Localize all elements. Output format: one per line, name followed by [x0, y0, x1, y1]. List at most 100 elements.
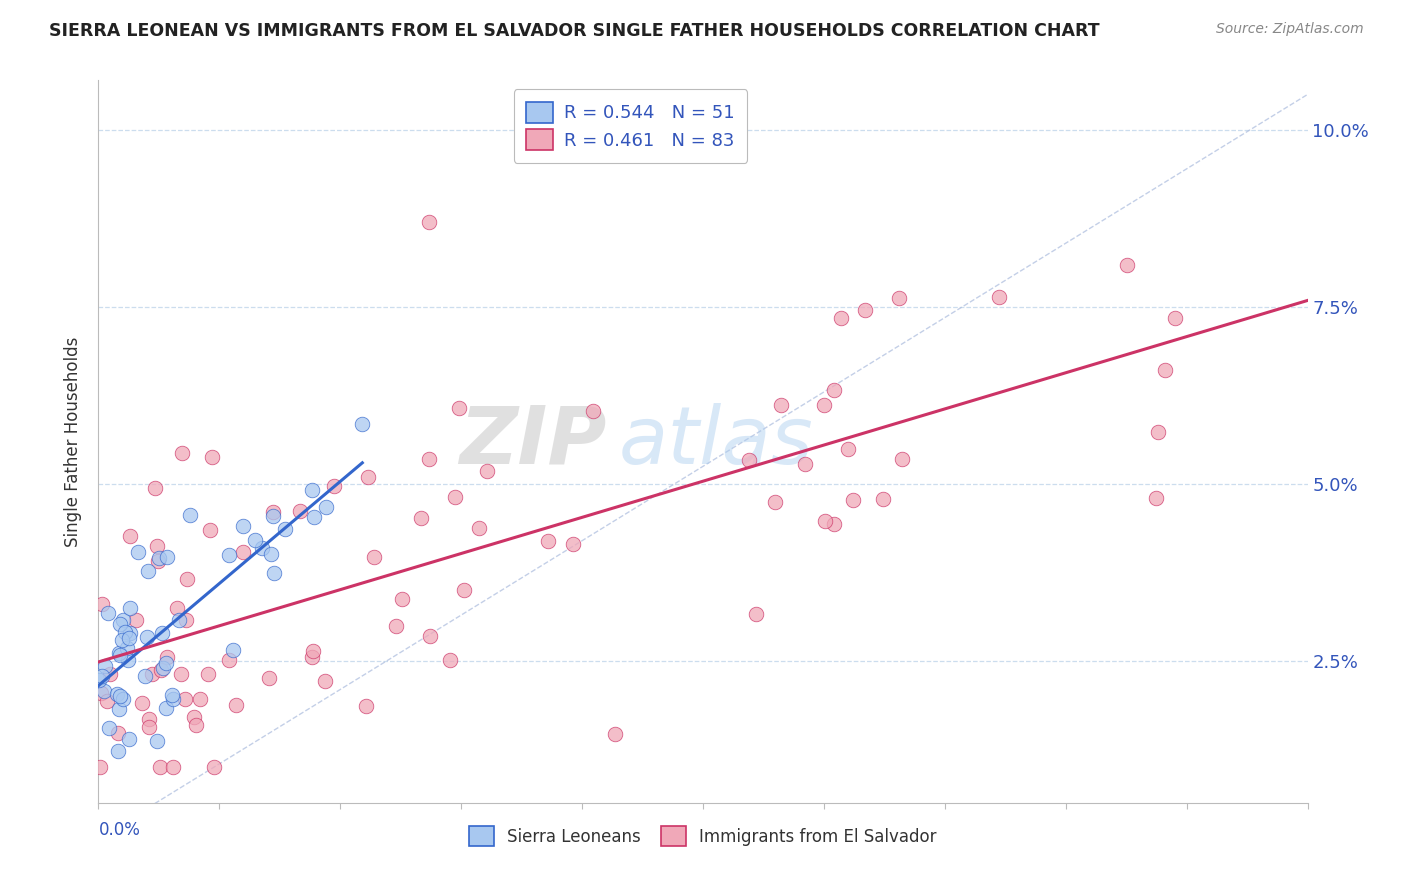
Point: [118, 626, 141, 640]
Text: SIERRA LEONEAN VS IMMIGRANTS FROM EL SALVADOR SINGLE FATHER HOUSEHOLDS CORRELATI: SIERRA LEONEAN VS IMMIGRANTS FROM EL SAL…: [49, 22, 1099, 40]
Point: [162, 760, 184, 774]
Point: [468, 521, 491, 535]
Point: [94, 658, 117, 673]
Point: [302, 509, 325, 524]
Point: [166, 600, 188, 615]
Point: [837, 442, 859, 457]
Point: [475, 464, 498, 478]
Point: [111, 613, 134, 627]
Point: [439, 652, 461, 666]
Point: [131, 696, 153, 710]
Point: [118, 632, 141, 646]
Point: [232, 545, 254, 559]
Point: [90, 669, 112, 683]
Point: [889, 291, 911, 305]
Point: [813, 398, 835, 412]
Point: [156, 650, 179, 665]
Point: [354, 699, 377, 714]
Point: [118, 731, 141, 746]
Point: [1154, 363, 1177, 377]
Point: [222, 642, 245, 657]
Point: [105, 687, 128, 701]
Point: [409, 510, 432, 524]
Point: [823, 384, 845, 398]
Point: [108, 648, 131, 663]
Text: atlas: atlas: [619, 402, 813, 481]
Point: [150, 625, 173, 640]
Point: [872, 491, 894, 506]
Point: [149, 760, 172, 774]
Point: [91, 597, 114, 611]
Point: [107, 744, 129, 758]
Point: [1164, 311, 1187, 326]
Point: [201, 450, 224, 465]
Point: [141, 666, 163, 681]
Point: [117, 653, 139, 667]
Point: [108, 646, 131, 660]
Point: [183, 710, 205, 724]
Point: [418, 215, 440, 229]
Point: [200, 523, 222, 537]
Point: [770, 398, 793, 412]
Point: [391, 592, 413, 607]
Point: [174, 692, 197, 706]
Point: [98, 667, 121, 681]
Point: [111, 692, 134, 706]
Point: [120, 529, 142, 543]
Point: [148, 551, 170, 566]
Point: [262, 509, 284, 524]
Point: [814, 514, 837, 528]
Point: [738, 453, 761, 467]
Point: [853, 303, 876, 318]
Point: [357, 470, 380, 484]
Point: [170, 667, 193, 681]
Point: [274, 522, 297, 536]
Point: [155, 657, 177, 671]
Point: [250, 541, 273, 555]
Point: [418, 452, 440, 467]
Point: [172, 446, 194, 460]
Point: [156, 549, 179, 564]
Point: [1144, 491, 1167, 505]
Point: [301, 649, 323, 664]
Point: [830, 311, 852, 326]
Point: [301, 483, 323, 498]
Point: [225, 698, 247, 712]
Point: [257, 671, 280, 685]
Point: [794, 457, 817, 471]
Point: [127, 545, 149, 559]
Point: [125, 613, 148, 627]
Text: 0.0%: 0.0%: [98, 821, 141, 838]
Point: [108, 702, 131, 716]
Point: [138, 712, 160, 726]
Point: [108, 617, 131, 632]
Point: [115, 640, 138, 655]
Point: [745, 607, 768, 621]
Point: [314, 674, 336, 689]
Point: [93, 684, 115, 698]
Point: [87, 673, 110, 688]
Y-axis label: Single Father Households: Single Father Households: [65, 336, 83, 547]
Text: Source: ZipAtlas.com: Source: ZipAtlas.com: [1216, 22, 1364, 37]
Point: [352, 417, 374, 431]
Point: [537, 534, 560, 549]
Point: [108, 690, 131, 704]
Point: [245, 533, 267, 547]
Point: [143, 481, 166, 495]
Point: [188, 692, 211, 706]
Point: [146, 734, 169, 748]
Point: [138, 720, 160, 734]
Point: [204, 760, 226, 774]
Point: [260, 547, 283, 561]
Point: [1116, 258, 1139, 272]
Point: [118, 600, 141, 615]
Point: [114, 624, 136, 639]
Point: [90, 686, 112, 700]
Point: [174, 613, 197, 627]
Point: [134, 669, 156, 683]
Point: [891, 451, 914, 466]
Point: [146, 554, 169, 568]
Point: [842, 493, 865, 508]
Point: [384, 619, 406, 633]
Point: [162, 688, 184, 702]
